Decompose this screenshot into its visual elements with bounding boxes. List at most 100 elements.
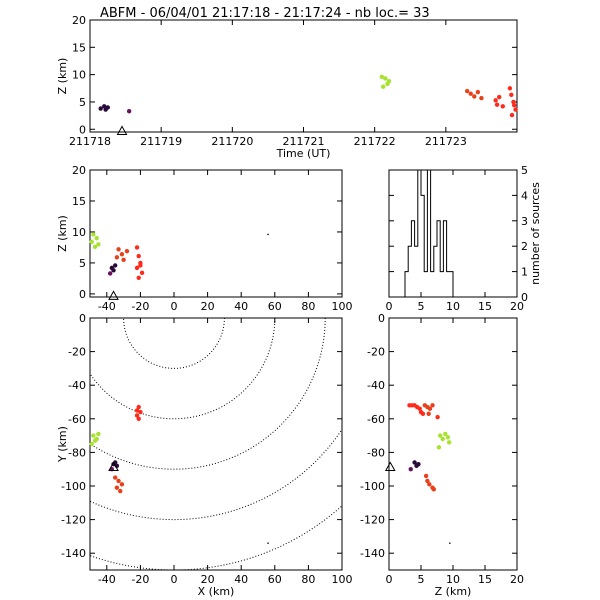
z_vs_y-data-point bbox=[408, 467, 413, 472]
time_height-xtick-label: 211719 bbox=[140, 135, 182, 148]
height_histogram-ylabel: number of sources bbox=[529, 182, 542, 285]
time_height-data-point bbox=[126, 109, 132, 114]
time_height-data-point bbox=[497, 94, 502, 100]
x_height-ytick-label: 5 bbox=[79, 257, 86, 270]
plan_view-ylabel: Y (km) bbox=[56, 426, 69, 463]
time_height-xtick-label: 211723 bbox=[425, 135, 467, 148]
time_height-data-point bbox=[513, 107, 518, 112]
z_vs_y-data-point bbox=[423, 473, 429, 479]
z_vs_y-xtick-label: 15 bbox=[478, 573, 492, 586]
x_height-xtick-label: 0 bbox=[171, 300, 178, 313]
plan_view-data-point bbox=[92, 438, 98, 443]
z_vs_y-data-point bbox=[412, 460, 417, 465]
plan_view-ytick-label: 0 bbox=[79, 312, 86, 325]
time_height-data-point bbox=[475, 89, 481, 95]
z_vs_y-ytick-label: -20 bbox=[367, 346, 385, 359]
x_height-data-point bbox=[119, 252, 125, 257]
height_histogram-ytick-label: 0 bbox=[521, 291, 528, 304]
plan_view-xtick-label: 0 bbox=[171, 573, 178, 586]
plan_view-data-point bbox=[136, 416, 141, 421]
z_vs_y-xtick-label: 5 bbox=[418, 573, 425, 586]
plan_view-xtick-label: 80 bbox=[301, 573, 315, 586]
time_height-frame bbox=[89, 19, 518, 133]
x_height-data-point bbox=[136, 253, 141, 259]
z_vs_y-data-point bbox=[445, 435, 451, 440]
x_height-xtick-label: -40 bbox=[98, 300, 116, 313]
plan_view-data-point bbox=[134, 408, 140, 413]
plan_view-ytick-label: -100 bbox=[61, 480, 86, 493]
x_height-ytick-label: 0 bbox=[79, 288, 86, 301]
time_height-data-point bbox=[509, 112, 515, 118]
x_height-data-point bbox=[134, 245, 140, 250]
x_height-data-point bbox=[111, 268, 116, 273]
x_height-ytick-label: 10 bbox=[72, 226, 86, 239]
plan_view-data-point bbox=[113, 475, 118, 480]
plan_view-ytick-label: -120 bbox=[61, 514, 86, 527]
z_vs_y-xtick-label: 10 bbox=[446, 573, 460, 586]
plan_view-xtick-label: 40 bbox=[234, 573, 248, 586]
height_histogram-ytick-label: 1 bbox=[521, 266, 528, 279]
z_vs_y-data-point bbox=[416, 461, 421, 467]
time_height-data-point bbox=[507, 86, 513, 91]
z_vs_y-frame bbox=[388, 317, 518, 571]
z_vs_y-ytick-label: -40 bbox=[367, 379, 385, 392]
time_height-data-point bbox=[102, 104, 107, 109]
plan_view-range-ring bbox=[90, 318, 326, 470]
time_height-data-point bbox=[479, 95, 484, 101]
height_histogram-histogram-step-line bbox=[404, 169, 454, 297]
plan_view-data-point bbox=[136, 404, 141, 410]
time_height-xtick-label: 211722 bbox=[354, 135, 396, 148]
z_vs_y-data-point bbox=[443, 431, 448, 437]
z_vs_y-data-point bbox=[427, 482, 432, 487]
height_histogram-histogram-bar bbox=[424, 272, 427, 297]
x_height-xtick-label: -20 bbox=[131, 300, 149, 313]
time_height-ytick-label: 10 bbox=[72, 69, 86, 82]
time_height-ylabel: Z (km) bbox=[56, 58, 69, 95]
z_vs_y-ytick-label: -60 bbox=[367, 413, 385, 426]
height_histogram-ytick-label: 3 bbox=[521, 215, 528, 228]
time_height-data-point bbox=[472, 94, 477, 99]
z_vs_y-xtick-label: 0 bbox=[386, 573, 393, 586]
time_height-data-point bbox=[511, 103, 517, 108]
time_height-data-point bbox=[98, 106, 103, 111]
plan_view-xlabel: X (km) bbox=[198, 585, 235, 598]
z_vs_y-ytick-label: -120 bbox=[360, 514, 385, 527]
x_height-data-point bbox=[138, 263, 143, 268]
time_height-xtick-label: 211718 bbox=[69, 135, 111, 148]
height_histogram-ytick-label: 4 bbox=[521, 189, 528, 202]
height_histogram-xtick-label: 10 bbox=[446, 300, 460, 313]
x_height-data-point bbox=[94, 235, 99, 241]
z_vs_y-data-point bbox=[435, 414, 440, 420]
height_histogram-xtick-label: 5 bbox=[418, 300, 425, 313]
plan_view-frame bbox=[89, 317, 343, 571]
plan_view-xtick-label: -40 bbox=[98, 573, 116, 586]
time_height-xlabel: Time (UT) bbox=[276, 147, 331, 160]
time_height-xtick-label: 211720 bbox=[211, 135, 253, 148]
plan_view-xtick-label: 20 bbox=[201, 573, 215, 586]
time_height-data-point bbox=[509, 92, 514, 98]
x_height-xtick-label: 60 bbox=[268, 300, 282, 313]
z_vs_y-data-point bbox=[438, 433, 443, 438]
x_height-data-point bbox=[114, 255, 120, 260]
height_histogram-ytick-label: 2 bbox=[521, 240, 528, 253]
plan_view-data-point bbox=[119, 482, 125, 487]
x_height-data-point bbox=[116, 247, 121, 252]
z_vs_y-data-point bbox=[420, 411, 426, 416]
x_height-data-point bbox=[267, 233, 269, 236]
height_histogram-histogram-bar bbox=[431, 272, 434, 297]
plan_view-data-point bbox=[114, 485, 120, 490]
plan_view-data-point bbox=[118, 488, 123, 494]
time_height-data-point bbox=[379, 74, 384, 80]
z_vs_y-data-point bbox=[425, 478, 430, 484]
x_height-xtick-label: 40 bbox=[234, 300, 248, 313]
plan_view-xtick-label: 100 bbox=[332, 573, 353, 586]
plan_view-data-point bbox=[116, 478, 121, 484]
x_height-data-point bbox=[92, 244, 98, 250]
x_height-data-point bbox=[121, 257, 126, 263]
x_height-ytick-label: 20 bbox=[72, 164, 86, 177]
plan_view-ytick-label: -80 bbox=[68, 446, 86, 459]
x_height-data-point bbox=[91, 232, 96, 237]
z_vs_y-ytick-label: 0 bbox=[378, 312, 385, 325]
height_histogram-histogram-bar bbox=[415, 246, 418, 297]
